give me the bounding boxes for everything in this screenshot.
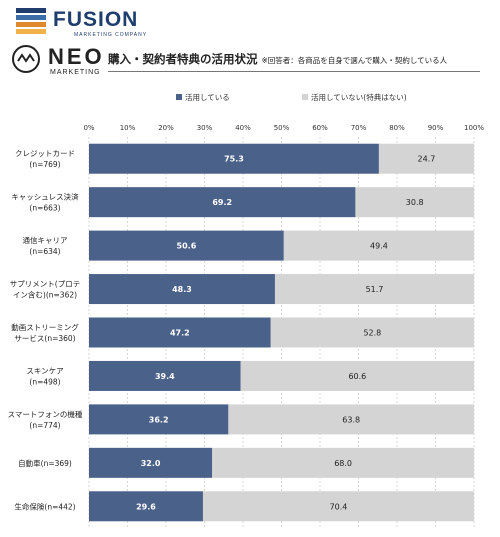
bar-not-used (228, 404, 474, 435)
bar-used (89, 230, 284, 261)
data-label-used: 50.6 (177, 242, 197, 251)
bar-not-used (240, 360, 474, 391)
bar-not-used (283, 230, 474, 261)
data-label-not-used: 70.4 (330, 502, 348, 511)
bar-used (89, 447, 213, 478)
category-label: (n=663) (29, 204, 60, 213)
bar-not-used (355, 187, 474, 218)
category-label: 通信キャリア (23, 235, 68, 245)
x-tick-label: 70% (351, 124, 367, 132)
bar-not-used (270, 317, 474, 348)
data-label-used: 47.2 (170, 329, 190, 338)
data-label-used: 29.6 (136, 502, 156, 511)
x-tick-label: 20% (158, 124, 174, 132)
data-label-not-used: 60.6 (348, 372, 366, 381)
neo-logo-subtext: MARKETING (50, 69, 101, 76)
category-label: イン含む)(n=362) (13, 290, 77, 300)
data-label-not-used: 68.0 (334, 459, 352, 468)
neo-logo-wave (17, 53, 35, 63)
x-tick-label: 30% (197, 124, 213, 132)
x-tick-label: 40% (235, 124, 251, 132)
neo-marketing-logo: NEO MARKETING (8, 44, 108, 80)
data-label-used: 69.2 (212, 198, 232, 207)
category-label: (n=774) (29, 421, 60, 430)
data-label-not-used: 30.8 (406, 198, 424, 207)
bar-not-used (274, 274, 474, 305)
x-tick-label: 0% (83, 124, 94, 132)
fusion-logo-icon (16, 8, 46, 36)
category-label: (n=498) (29, 377, 60, 386)
chart-note: ※回答者：各商品を自身で選んで購入・契約している人 (261, 56, 448, 65)
bar-used (89, 404, 229, 435)
bar-used (89, 274, 275, 305)
neo-logo-text: NEO (48, 44, 105, 69)
x-tick-label: 60% (312, 124, 328, 132)
data-label-not-used: 51.7 (366, 285, 384, 294)
x-tick-label: 80% (389, 124, 405, 132)
category-label: 動画ストリーミング (11, 322, 79, 332)
data-label-not-used: 24.7 (418, 155, 436, 164)
fusion-logo-text: FUSION (53, 8, 139, 31)
bar-used (89, 317, 271, 348)
bar-not-used (212, 447, 474, 478)
bar-used (89, 491, 203, 522)
data-label-used: 39.4 (155, 372, 175, 381)
legend-label-2: 活用していない(特典はない) (311, 92, 407, 102)
fusion-logo: FUSION MARKETING COMPANY (8, 6, 168, 40)
category-label: スキンケア (26, 366, 63, 375)
bar-used (89, 187, 356, 218)
x-tick-label: 10% (120, 124, 136, 132)
bar-used (89, 143, 379, 174)
category-label: サービス(n=360) (14, 334, 75, 343)
category-label: 自動車(n=369) (18, 458, 72, 468)
legend-swatch-1 (176, 94, 182, 100)
title-divider (108, 71, 480, 72)
category-label: スマートフォンの機種 (8, 409, 83, 419)
x-tick-label: 90% (428, 124, 444, 132)
legend-label-1: 活用している (185, 92, 230, 102)
category-label: サプリメント(プロテ (10, 280, 80, 289)
data-label-used: 75.3 (224, 155, 244, 164)
data-label-not-used: 52.8 (363, 329, 381, 338)
data-label-used: 48.3 (172, 285, 192, 294)
x-tick-label: 50% (274, 124, 290, 132)
category-label: キャッシュレス決済 (11, 192, 79, 202)
data-label-used: 32.0 (141, 459, 161, 468)
bar-used (89, 360, 241, 391)
data-label-used: 36.2 (149, 415, 169, 424)
chart-title-text: 購入・契約者特典の活用状況 (108, 52, 258, 66)
category-label: 生命保険(n=442) (14, 501, 75, 511)
neo-logo-icon (12, 45, 40, 73)
bar-not-used (202, 491, 474, 522)
category-label: (n=769) (29, 160, 60, 169)
legend-swatch-2 (302, 94, 308, 100)
bar-not-used (378, 143, 474, 174)
fusion-logo-subtext: MARKETING COMPANY (74, 32, 148, 38)
x-tick-label: 100% (464, 124, 484, 132)
chart-title: 購入・契約者特典の活用状況 ※回答者：各商品を自身で選んで購入・契約している人 (108, 51, 447, 67)
data-label-not-used: 63.8 (342, 415, 360, 424)
category-label: (n=634) (29, 247, 60, 256)
category-label: クレジットカード (15, 149, 75, 158)
data-label-not-used: 49.4 (370, 242, 388, 251)
